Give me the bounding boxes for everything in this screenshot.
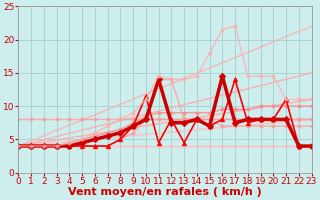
X-axis label: Vent moyen/en rafales ( km/h ): Vent moyen/en rafales ( km/h ): [68, 187, 262, 197]
